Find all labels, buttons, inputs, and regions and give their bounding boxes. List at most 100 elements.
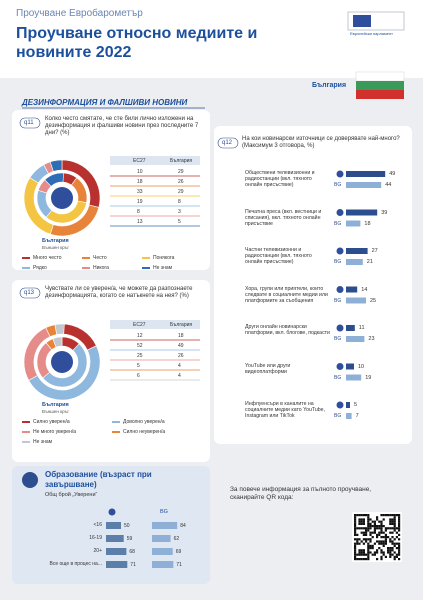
qr-cell — [360, 520, 363, 523]
qr-cell — [365, 529, 368, 532]
qr-cell — [398, 547, 401, 550]
qr-cell — [378, 540, 381, 543]
qr-cell — [358, 538, 361, 541]
qr-cell — [378, 527, 381, 530]
qr-cell — [369, 551, 372, 554]
table-cell: 4 — [178, 373, 181, 379]
qr-cell — [380, 542, 383, 545]
qr-cell — [367, 549, 370, 552]
qr-cell — [360, 514, 363, 517]
qr-cell — [382, 551, 385, 554]
section-title: ДЕЗИНФОРМАЦИЯ И ФАЛШИВИ НОВИНИ — [22, 98, 188, 107]
qr-cell — [362, 527, 365, 530]
edu-bg-bar — [152, 548, 173, 555]
eu-icon — [336, 363, 344, 370]
donut-inner-segment — [44, 172, 64, 187]
qr-cell — [367, 518, 370, 521]
qr-cell — [395, 536, 398, 539]
qr-cell — [393, 555, 396, 558]
column-header: България — [170, 158, 193, 164]
series-label: BG — [334, 220, 342, 227]
bar-value: 69 — [175, 549, 182, 555]
qr-cell — [389, 553, 392, 556]
qr-cell — [358, 518, 361, 521]
qr-cell — [373, 525, 376, 528]
qr-cell — [358, 551, 361, 554]
qr-cell — [365, 531, 368, 534]
qr-cell — [365, 533, 368, 536]
qr-cell — [365, 558, 368, 561]
qr-cell — [367, 542, 370, 545]
qr-cell — [387, 514, 390, 517]
qr-cell — [365, 527, 368, 530]
qr-cell — [380, 536, 383, 539]
legend-label: Често — [93, 255, 107, 261]
kicker: Проучване Евробарометър — [16, 8, 143, 19]
qr-cell — [360, 522, 363, 525]
table-cell: 26 — [178, 353, 184, 359]
donut-label: България — [42, 238, 69, 244]
qr-cell — [369, 518, 372, 521]
column-header: ЕС27 — [133, 322, 146, 328]
qr-cell — [395, 514, 398, 517]
qr-cell — [360, 549, 363, 552]
qr-cell — [393, 527, 396, 530]
qr-cell — [354, 514, 357, 517]
qr-cell — [354, 518, 357, 521]
qr-cell — [393, 518, 396, 521]
bar-value: 19 — [365, 374, 372, 381]
table-cell: 33 — [137, 189, 143, 195]
qr-cell — [387, 551, 390, 554]
edu-bg-bar — [152, 535, 171, 542]
qr-cell — [367, 553, 370, 556]
qr-cell — [369, 531, 372, 534]
qr-cell — [354, 516, 357, 519]
qr-cell — [382, 553, 385, 556]
qr-cell — [398, 542, 401, 545]
series-label: BG — [334, 413, 342, 419]
bar-value: 68 — [129, 549, 135, 555]
qr-cell — [389, 514, 392, 517]
qr-cell — [371, 547, 374, 550]
qr-cell — [367, 525, 370, 528]
qr-cell — [395, 531, 398, 534]
qr-cell — [373, 531, 376, 534]
qr-cell — [373, 520, 376, 523]
qr-cell — [373, 553, 376, 556]
qr-cell — [393, 525, 396, 528]
bg-bar — [346, 413, 352, 419]
bar-value: 49 — [389, 171, 396, 177]
edu-column: BG — [160, 509, 168, 515]
qr-cell — [376, 525, 379, 528]
qr-cell — [362, 520, 365, 523]
qr-cell — [398, 522, 401, 525]
table-cell: 49 — [178, 343, 184, 349]
main-title: Проучване относно медиите и новините 202… — [16, 25, 258, 62]
qr-cell — [354, 522, 357, 525]
qr-cell — [371, 544, 374, 547]
qr-cell — [371, 553, 374, 556]
qr-cell — [398, 518, 401, 521]
table-cell: 8 — [178, 199, 181, 205]
qr-cell — [391, 547, 394, 550]
qr-cell — [367, 527, 370, 530]
qr-cell — [362, 542, 365, 545]
bar-value: 71 — [176, 562, 182, 568]
qr-cell — [360, 527, 363, 530]
qr-cell — [360, 558, 363, 561]
qr-cell — [360, 551, 363, 554]
qr-cell — [391, 527, 394, 530]
qr-cell — [380, 558, 383, 561]
q-pill — [217, 137, 239, 149]
qr-cell — [367, 529, 370, 532]
q-id: q11 — [24, 120, 34, 126]
qr-cell — [362, 538, 365, 541]
qr-cell — [373, 551, 376, 554]
qr-cell — [393, 514, 396, 517]
eu-bar — [346, 402, 350, 408]
qr-cell — [360, 531, 363, 534]
qr-cell — [391, 553, 394, 556]
qr-cell — [354, 544, 357, 547]
table-cell: 26 — [178, 179, 184, 185]
source-label: Хора, групи или приятели, които следвате… — [245, 285, 328, 304]
